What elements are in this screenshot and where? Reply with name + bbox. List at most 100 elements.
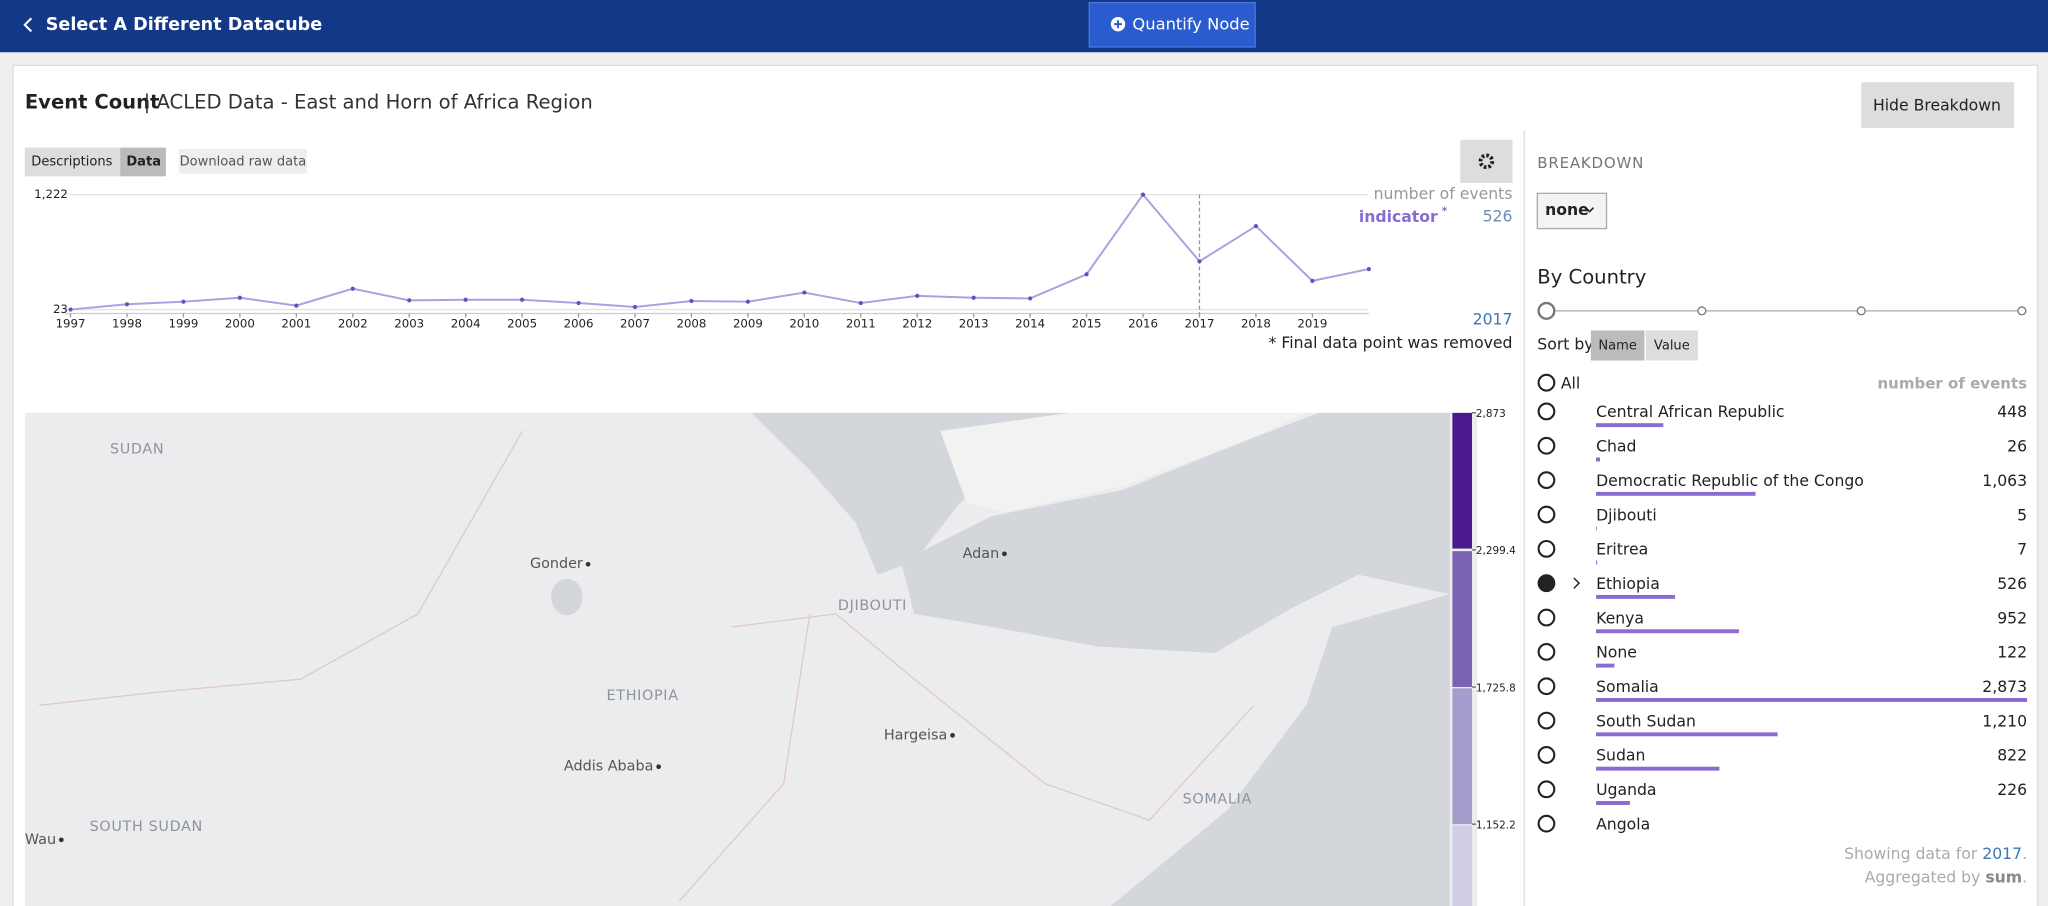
map-city-label: Hargeisa [884, 727, 947, 743]
series-point [124, 302, 130, 307]
breakdown-heading: BREAKDOWN [1537, 154, 1644, 172]
country-value: 122 [1997, 643, 2027, 662]
series-point [1028, 296, 1033, 301]
footer-part: Showing data for [1844, 844, 1982, 863]
series-point [802, 290, 807, 295]
country-value: 226 [1997, 780, 2027, 799]
series-point [407, 298, 412, 303]
map-country-label: SOMALIA [1183, 791, 1252, 807]
expand-icon[interactable] [1573, 577, 1581, 589]
slider-stop[interactable] [1697, 306, 1707, 316]
series-point [689, 298, 694, 304]
radio[interactable] [1537, 608, 1556, 627]
plus-icon-cross [1114, 20, 1122, 29]
legend-marker: * [1442, 206, 1448, 218]
x-tick-label: 1997 [56, 316, 86, 330]
legend-swatch [1452, 825, 1472, 906]
series-point [1140, 192, 1146, 197]
back-icon[interactable] [23, 17, 33, 33]
footer-part: 2017 [1982, 844, 2022, 863]
slider-stop[interactable] [1856, 306, 1866, 316]
footer-note: Aggregated by sum. [1865, 867, 2027, 886]
country-name: Eritrea [1596, 540, 1648, 559]
tab-label[interactable]: Data [126, 154, 161, 169]
y-axis-label: number of events [1374, 184, 1513, 203]
x-tick-label: 2011 [846, 316, 876, 330]
slider-stop[interactable] [2017, 306, 2027, 316]
x-tick-label: 2006 [564, 316, 594, 330]
radio[interactable] [1537, 746, 1556, 764]
country-value: 1,210 [1982, 711, 2027, 730]
x-tick-label: 2018 [1241, 316, 1271, 330]
map-country-label: ETHIOPIA [607, 688, 679, 704]
settings-button[interactable] [1460, 139, 1513, 183]
radio[interactable] [1537, 780, 1556, 799]
map-city-dot [656, 764, 661, 770]
map-land [940, 412, 1307, 512]
x-tick-label: 1999 [168, 316, 198, 330]
country-name: Angola [1596, 814, 1650, 833]
footer-part: sum [1985, 867, 2022, 886]
series-point [520, 297, 525, 302]
map-city-label: Gonder [530, 556, 583, 572]
radio[interactable] [1537, 711, 1556, 730]
x-tick-label: 2017 [1185, 316, 1215, 330]
legend-tick-label: 1,725.8 [1476, 682, 1516, 694]
group-by-select[interactable] [1536, 192, 1608, 230]
x-tick-label: 2001 [281, 316, 311, 330]
country-name: Djibouti [1596, 505, 1657, 524]
hide-breakdown-label[interactable]: Hide Breakdown [1873, 95, 2001, 114]
radio[interactable] [1537, 814, 1556, 833]
country-bar [1596, 560, 1598, 565]
quantify-label[interactable]: Quantify Node [1132, 14, 1249, 33]
x-tick-label: 2014 [1015, 316, 1045, 330]
value-header: number of events [1877, 374, 2027, 392]
map-city-dot [585, 561, 591, 567]
tab[interactable] [24, 147, 121, 177]
country-bar [1596, 732, 1778, 737]
country-name: Kenya [1596, 608, 1644, 627]
radio[interactable] [1537, 574, 1556, 593]
slider-stop[interactable] [1537, 301, 1556, 320]
radio[interactable] [1537, 373, 1556, 392]
footer-part: Aggregated by [1865, 867, 1986, 886]
map: SUDAN DJIBOUTI ETHIOPIA SOMALIA SOUTH SUDAN G… [24, 412, 1478, 906]
radio[interactable] [1537, 677, 1556, 696]
series-point [181, 299, 186, 304]
country-name: None [1596, 643, 1637, 662]
radio[interactable] [1537, 539, 1556, 558]
series-point [971, 295, 976, 300]
sort-button[interactable] [1645, 330, 1698, 361]
legend-swatch [1452, 412, 1472, 549]
country-bar [1596, 801, 1630, 805]
map-lake [551, 578, 583, 616]
sort-button-label[interactable]: Name [1598, 339, 1636, 354]
radio[interactable] [1537, 402, 1556, 421]
group-by-value[interactable]: none [1545, 200, 1589, 219]
legend-swatch [1452, 551, 1472, 688]
download-label[interactable]: Download raw data [180, 154, 307, 169]
series-point [1310, 278, 1315, 283]
x-tick-label: 2019 [1297, 316, 1327, 330]
country-name: South Sudan [1596, 711, 1696, 730]
dropdown-icon [1585, 207, 1595, 213]
download-button[interactable] [178, 148, 307, 174]
sort-button[interactable] [1590, 330, 1645, 361]
country-name: Uganda [1596, 780, 1656, 799]
tab[interactable] [120, 147, 166, 177]
radio[interactable] [1537, 436, 1556, 455]
x-tick-label: 2012 [902, 316, 932, 330]
map-city-label: Addis Ababa [564, 759, 654, 775]
tab-label[interactable]: Descriptions [31, 154, 112, 169]
country-bar [1596, 629, 1739, 634]
legend-tick-label: 1,152.2 [1476, 819, 1516, 831]
sort-button-label[interactable]: Value [1654, 339, 1690, 354]
back-link[interactable]: Select A Different Datacube [46, 15, 323, 35]
hide-breakdown-button[interactable] [1861, 82, 2015, 128]
radio[interactable] [1537, 643, 1556, 661]
radio[interactable] [1537, 471, 1556, 490]
map-city-dot [950, 732, 955, 738]
radio[interactable] [1537, 505, 1556, 524]
gear-icon[interactable] [1478, 153, 1495, 170]
country-bar [1596, 457, 1600, 462]
